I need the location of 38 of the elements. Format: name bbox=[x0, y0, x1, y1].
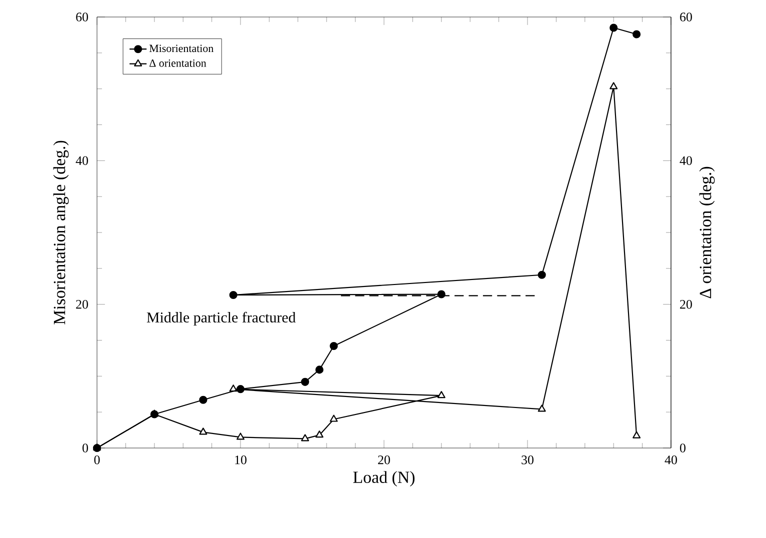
point bbox=[301, 434, 310, 442]
point bbox=[610, 82, 618, 90]
x-tick-label: 30 bbox=[522, 456, 534, 464]
y-tick-label: 0 bbox=[82, 444, 88, 452]
y-tick-label: 60 bbox=[76, 12, 88, 22]
y-tick-label: 20 bbox=[76, 300, 88, 309]
point bbox=[301, 378, 310, 386]
y2-tick-label: 0 bbox=[680, 444, 686, 452]
point bbox=[229, 290, 238, 300]
point bbox=[437, 290, 446, 298]
y2-tick-label: 60 bbox=[680, 12, 692, 22]
y-tick-label: 40 bbox=[76, 156, 88, 166]
x-tick-label: 10 bbox=[235, 456, 246, 464]
point bbox=[538, 404, 546, 412]
point bbox=[199, 396, 208, 404]
x-tick-label: 0 bbox=[94, 456, 100, 464]
legend-label: Δ orientation bbox=[150, 59, 206, 67]
point bbox=[315, 366, 324, 374]
point bbox=[330, 342, 338, 350]
point bbox=[199, 428, 208, 435]
y-axis-title: Misorientation angle (deg.) bbox=[53, 140, 69, 324]
point bbox=[236, 385, 245, 394]
legend-label: Misorientation bbox=[149, 44, 214, 52]
point bbox=[236, 432, 245, 440]
x-axis-title: Load (N) bbox=[353, 471, 415, 486]
point bbox=[538, 270, 546, 279]
annotation: Middle particle fractured bbox=[146, 312, 296, 326]
point bbox=[632, 431, 641, 438]
y2-axis-title: Δ orientation (deg.) bbox=[699, 166, 715, 298]
point bbox=[315, 430, 324, 438]
y2-tick-label: 40 bbox=[680, 156, 692, 166]
x-tick-label: 40 bbox=[664, 456, 677, 464]
x-tick-label: 20 bbox=[378, 456, 390, 464]
point bbox=[437, 391, 446, 398]
y2-tick-label: 20 bbox=[680, 300, 692, 309]
point bbox=[610, 24, 618, 32]
point bbox=[632, 30, 641, 38]
point bbox=[330, 414, 338, 422]
